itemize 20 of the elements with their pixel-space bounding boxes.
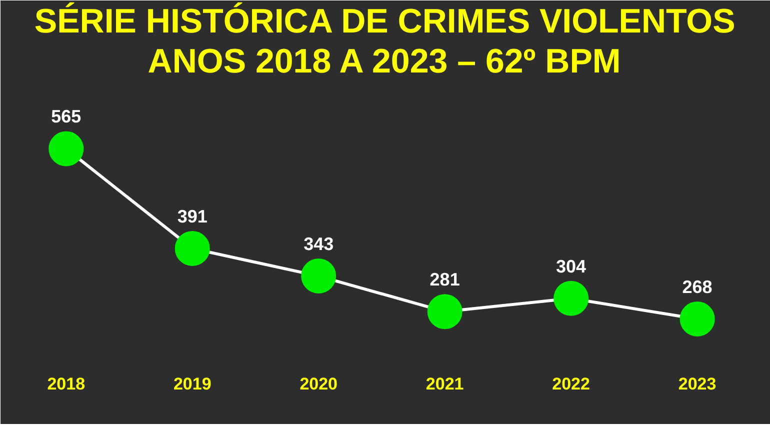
data-label: 268	[682, 277, 712, 298]
x-tick-label: 2023	[678, 374, 716, 394]
point	[48, 131, 84, 166]
data-label: 281	[430, 270, 460, 290]
point	[174, 231, 210, 266]
point	[680, 302, 715, 337]
x-tick-label: 2019	[173, 374, 212, 394]
point	[301, 258, 336, 294]
x-tick-label: 2020	[300, 374, 338, 394]
data-label: 391	[177, 206, 208, 227]
point	[427, 294, 462, 330]
point	[554, 280, 589, 316]
x-tick-label: 2018	[47, 374, 86, 394]
chart-title: SÉRIE HISTÓRICA DE CRIMES VIOLENTOS	[34, 2, 736, 40]
data-label: 343	[304, 234, 334, 254]
x-tick-label: 2022	[552, 374, 590, 394]
chart-subtitle: ANOS 2018 A 2023 – 62º BPM	[148, 42, 621, 80]
data-label: 304	[556, 256, 586, 276]
x-tick-label: 2021	[426, 374, 464, 394]
data-label: 565	[51, 106, 82, 127]
